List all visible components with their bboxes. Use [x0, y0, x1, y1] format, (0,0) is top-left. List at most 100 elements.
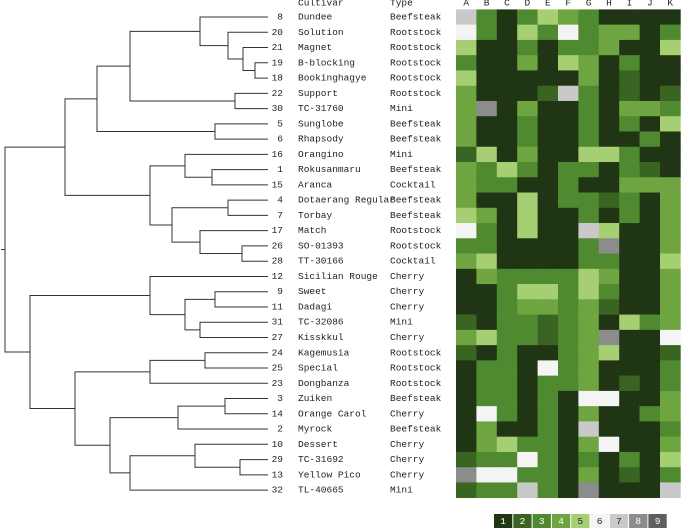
heatmap-cell [537, 39, 559, 56]
column-label: F [565, 0, 571, 9]
cultivar-type: Cherry [390, 301, 425, 312]
row-number: 16 [272, 149, 284, 160]
row-number: 10 [272, 439, 284, 450]
row-number: 12 [272, 271, 284, 282]
row-number: 29 [272, 454, 284, 465]
cultivar-name: Yellow Pico [298, 469, 361, 480]
dendrogram-branch [64, 98, 150, 196]
heatmap-cell [456, 482, 477, 499]
dendrogram-branch [254, 62, 268, 79]
heatmap-cell [558, 345, 579, 361]
heatmap-cell [660, 192, 681, 209]
dendrogram-branch [234, 92, 268, 110]
cultivar-name: Dundee [298, 12, 333, 23]
heatmap-cell [517, 100, 538, 117]
heatmap-cell [456, 268, 477, 285]
heatmap-cell [476, 39, 498, 56]
dendrogram-branch [204, 352, 268, 369]
heatmap-cell [619, 345, 640, 361]
heatmap-cell [619, 162, 640, 178]
heatmap-cell [578, 329, 600, 346]
heatmap-cell [558, 314, 579, 331]
cultivar-name: Solution [298, 27, 344, 38]
heatmap-cell [476, 177, 498, 193]
row-number: 31 [272, 317, 284, 328]
cultivar-type: Rootstock [390, 57, 442, 68]
legend-label: 6 [597, 516, 603, 527]
heatmap-cell [619, 268, 640, 285]
cultivar-name: Torbay [298, 210, 333, 221]
legend-swatch [494, 514, 513, 528]
column-label: B [484, 0, 490, 9]
heatmap-cell [496, 268, 518, 285]
heatmap-cell [476, 390, 498, 407]
heatmap-cell [517, 131, 538, 148]
row-number: 21 [272, 42, 284, 53]
heatmap-cell [598, 223, 620, 239]
heatmap-cell [517, 421, 538, 437]
heatmap-cell [517, 314, 538, 331]
cultivar-type: Rootstock [390, 27, 442, 38]
heatmap-cell [558, 451, 579, 468]
heatmap-cell [619, 360, 640, 376]
heatmap-cell [537, 24, 559, 41]
row-number: 5 [277, 118, 283, 129]
heatmap-cell [517, 223, 538, 239]
heatmap-cell [496, 100, 518, 117]
dendrogram-branch [241, 245, 268, 262]
heatmap-cell [639, 177, 661, 193]
heatmap-cell [476, 345, 498, 361]
heatmap-cell [496, 284, 518, 300]
heatmap-cell [517, 390, 538, 407]
heatmap-cell [578, 268, 600, 285]
heatmap-cell [578, 406, 600, 422]
heatmap-cell [639, 406, 661, 422]
dendrogram-branch [184, 153, 268, 178]
cultivar-name: Bookinghagye [298, 73, 367, 84]
heatmap-cell [619, 223, 640, 239]
heatmap-cell [639, 162, 661, 178]
heatmap-cell [476, 55, 498, 71]
heatmap-cell [537, 482, 559, 499]
heatmap-cell [537, 131, 559, 148]
heatmap-cell [517, 482, 538, 499]
heatmap-cell [619, 85, 640, 102]
heatmap-cell [537, 451, 559, 468]
heatmap-cell [639, 421, 661, 437]
heatmap-cell [619, 207, 640, 224]
cultivar-type: Mini [390, 317, 413, 328]
heatmap-cell [517, 299, 538, 315]
heatmap-cell [639, 131, 661, 148]
cultivar-name: Zuiken [298, 393, 332, 404]
row-number: 22 [272, 88, 284, 99]
heatmap-cell [619, 192, 640, 209]
heatmap-cell [598, 451, 620, 468]
heatmap-cell [578, 223, 600, 239]
heatmap-cell [578, 436, 600, 453]
row-number: 2 [277, 424, 283, 435]
heatmap-cell [639, 375, 661, 392]
heatmap-cell [598, 85, 620, 102]
heatmap-cell [537, 177, 559, 193]
heatmap-cell [456, 390, 477, 407]
heatmap-cell [558, 162, 579, 178]
heatmap-cell [578, 192, 600, 209]
cultivar-type: Beefsteak [390, 393, 442, 404]
heatmap-cell [456, 192, 477, 209]
heatmap-cell [619, 253, 640, 270]
heatmap-cell [578, 482, 600, 499]
heatmap-cell [639, 314, 661, 331]
heatmap-cell [639, 345, 661, 361]
heatmap-cell [598, 482, 620, 499]
heatmap-cell [476, 9, 498, 25]
dendrogram-branch [129, 30, 235, 102]
heatmap-cell [639, 207, 661, 224]
heatmap-cell [558, 116, 579, 132]
heatmap-cell [456, 436, 477, 453]
heatmap-cell [517, 39, 538, 56]
dendrogram-branch [227, 199, 268, 216]
cultivar-name: Match [298, 225, 327, 236]
column-label: C [504, 0, 510, 9]
heatmap-cell [558, 39, 579, 56]
dendrogram-branch [149, 275, 268, 316]
